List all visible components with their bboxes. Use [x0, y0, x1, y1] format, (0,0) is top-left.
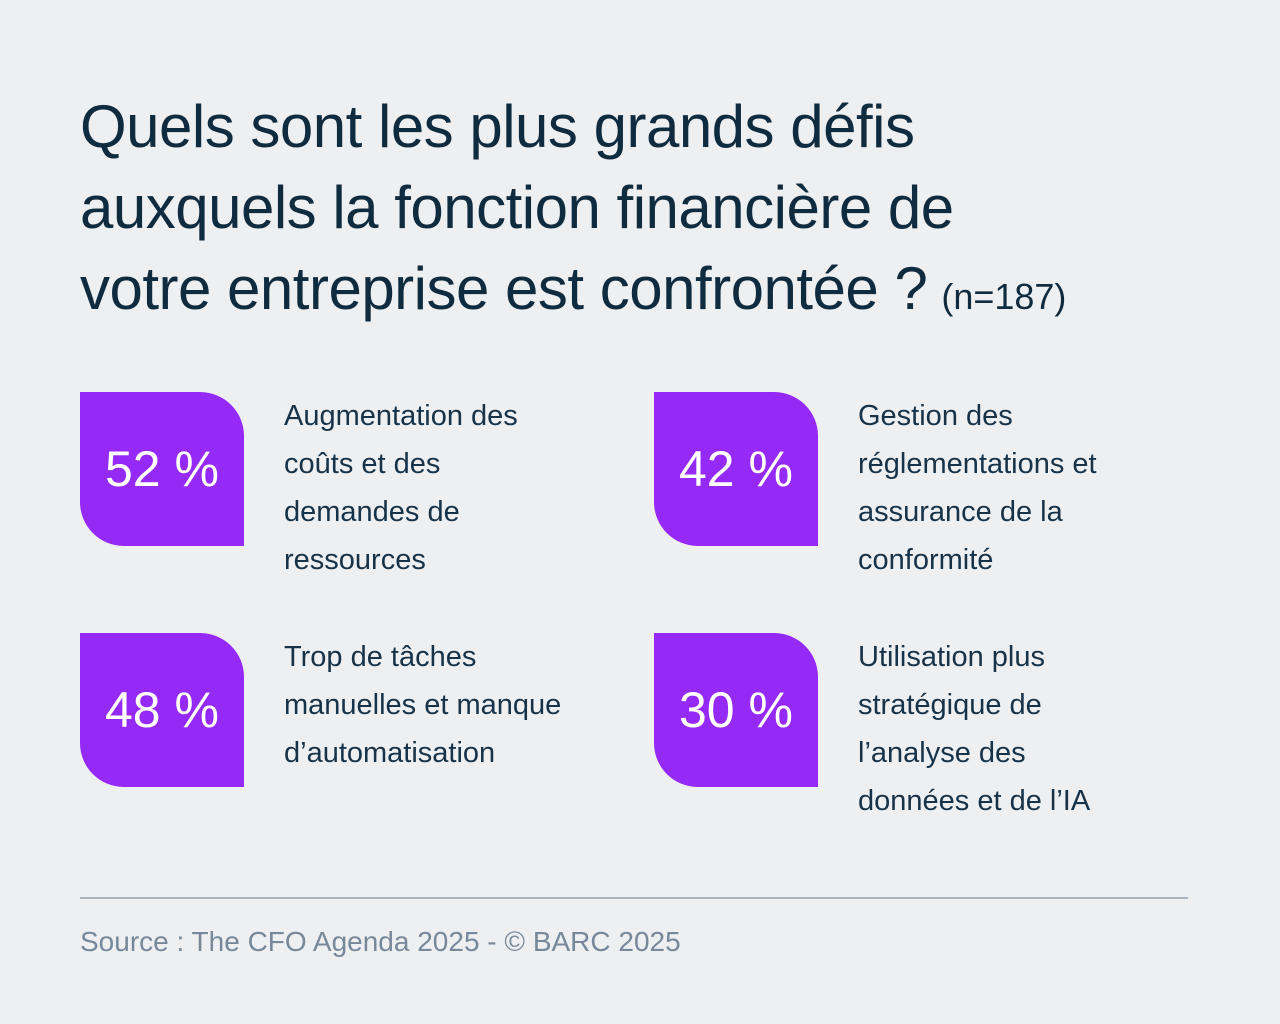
stat-value: 30 %: [679, 682, 793, 738]
stat-badge: 30 %: [654, 633, 818, 787]
stat-value: 42 %: [679, 441, 793, 497]
stat-badge: 52 %: [80, 392, 244, 546]
stat-badge: 48 %: [80, 633, 244, 787]
stat-label: Augmentation des coûts et des demandes d…: [284, 400, 518, 576]
stat-value: 48 %: [105, 682, 219, 738]
title-line-3: votre entreprise est confrontée ? (n=187): [80, 248, 1250, 337]
stat-badge: 42 %: [654, 392, 818, 546]
page-title: Quels sont les plus grands défis auxquel…: [80, 86, 1250, 337]
stat-card-data-ai: 30 % Utilisation plus stratégique de l’a…: [654, 633, 1090, 825]
stat-label: Utilisation plus stratégique de l’analys…: [858, 641, 1091, 817]
stat-card-regulations: 42 % Gestion des réglementations et assu…: [654, 392, 1097, 584]
stat-value: 52 %: [105, 441, 219, 497]
sample-size: (n=187): [941, 276, 1067, 317]
title-line-3-text: votre entreprise est confrontée ?: [80, 255, 928, 322]
stat-card-manual-tasks: 48 % Trop de tâches manuelles et manque …: [80, 633, 561, 787]
title-line-1: Quels sont les plus grands défis: [80, 93, 915, 160]
footer-divider: [80, 897, 1188, 899]
stat-label: Gestion des réglementations et assurance…: [858, 400, 1097, 576]
source-attribution: Source : The CFO Agenda 2025 - © BARC 20…: [80, 926, 681, 957]
title-line-2: auxquels la fonction financière de: [80, 174, 954, 241]
stat-label: Trop de tâches manuelles et manque d’aut…: [284, 641, 562, 769]
stat-card-costs: 52 % Augmentation des coûts et des deman…: [80, 392, 518, 584]
